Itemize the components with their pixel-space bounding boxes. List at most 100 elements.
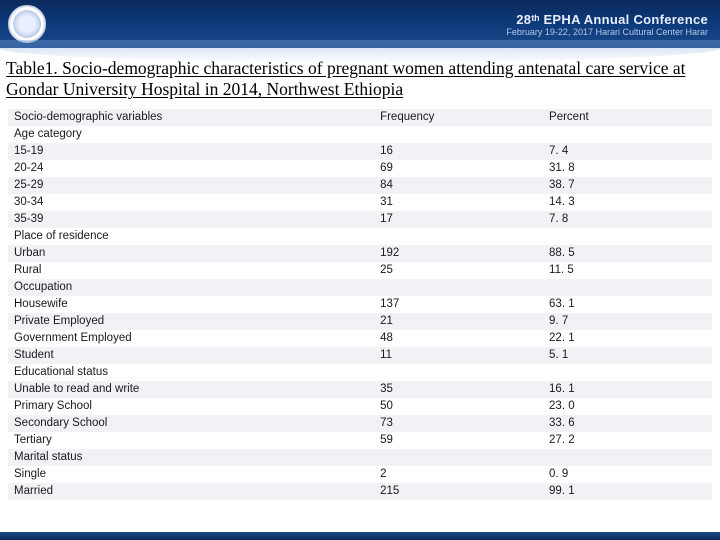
cell-frequency <box>374 228 543 245</box>
data-row: Housewife13763. 1 <box>8 296 712 313</box>
cell-percent: 33. 6 <box>543 415 712 432</box>
demographics-table-wrap: Socio-demographic variablesFrequencyPerc… <box>0 105 720 500</box>
cell-percent <box>543 279 712 296</box>
cell-label: Urban <box>8 245 374 262</box>
data-row: Student115. 1 <box>8 347 712 364</box>
conference-text: 28ᵗʰ EPHA Annual Conference February 19-… <box>506 12 708 37</box>
data-row: 35-39177. 8 <box>8 211 712 228</box>
cell-percent: 27. 2 <box>543 432 712 449</box>
cell-frequency: 50 <box>374 398 543 415</box>
section-heading-row: Age category <box>8 126 712 143</box>
section-heading-row: Place of residence <box>8 228 712 245</box>
cell-label: Place of residence <box>8 228 374 245</box>
cell-frequency <box>374 126 543 143</box>
cell-label: Tertiary <box>8 432 374 449</box>
table-caption: Table1. Socio-demographic characteristic… <box>0 48 720 105</box>
cell-label: 30-34 <box>8 194 374 211</box>
cell-percent <box>543 126 712 143</box>
cell-label: 35-39 <box>8 211 374 228</box>
cell-frequency: 16 <box>374 143 543 160</box>
conference-title: 28ᵗʰ EPHA Annual Conference <box>506 12 708 27</box>
cell-label: Single <box>8 466 374 483</box>
cell-frequency: 11 <box>374 347 543 364</box>
cell-percent: Percent <box>543 109 712 126</box>
cell-frequency: 31 <box>374 194 543 211</box>
section-heading-row: Marital status <box>8 449 712 466</box>
cell-percent: 38. 7 <box>543 177 712 194</box>
cell-frequency: 59 <box>374 432 543 449</box>
cell-frequency: 48 <box>374 330 543 347</box>
cell-percent: 16. 1 <box>543 381 712 398</box>
cell-percent: 5. 1 <box>543 347 712 364</box>
cell-percent: 99. 1 <box>543 483 712 500</box>
data-row: Rural2511. 5 <box>8 262 712 279</box>
data-row: Single20. 9 <box>8 466 712 483</box>
cell-frequency <box>374 364 543 381</box>
data-row: Government Employed4822. 1 <box>8 330 712 347</box>
cell-frequency: 21 <box>374 313 543 330</box>
cell-label: Government Employed <box>8 330 374 347</box>
cell-percent <box>543 449 712 466</box>
cell-percent: 23. 0 <box>543 398 712 415</box>
cell-percent: 88. 5 <box>543 245 712 262</box>
section-heading-row: Occupation <box>8 279 712 296</box>
cell-frequency: 17 <box>374 211 543 228</box>
logo-inner-icon <box>13 10 41 38</box>
cell-percent: 7. 8 <box>543 211 712 228</box>
cell-frequency: 2 <box>374 466 543 483</box>
section-heading-row: Educational status <box>8 364 712 381</box>
cell-frequency: 192 <box>374 245 543 262</box>
cell-label: Married <box>8 483 374 500</box>
cell-percent: 9. 7 <box>543 313 712 330</box>
cell-label: Student <box>8 347 374 364</box>
cell-label: Socio-demographic variables <box>8 109 374 126</box>
footer-bar <box>0 532 720 540</box>
cell-frequency: 69 <box>374 160 543 177</box>
demographics-table: Socio-demographic variablesFrequencyPerc… <box>8 109 712 500</box>
cell-percent: 14. 3 <box>543 194 712 211</box>
data-row: Married21599. 1 <box>8 483 712 500</box>
cell-label: 25-29 <box>8 177 374 194</box>
data-row: 30-343114. 3 <box>8 194 712 211</box>
data-row: Secondary School7333. 6 <box>8 415 712 432</box>
cell-frequency <box>374 449 543 466</box>
conference-header: 28ᵗʰ EPHA Annual Conference February 19-… <box>0 0 720 48</box>
cell-label: Educational status <box>8 364 374 381</box>
cell-percent: 63. 1 <box>543 296 712 313</box>
cell-percent: 22. 1 <box>543 330 712 347</box>
data-row: Private Employed219. 7 <box>8 313 712 330</box>
cell-label: Primary School <box>8 398 374 415</box>
cell-frequency: 25 <box>374 262 543 279</box>
cell-label: Age category <box>8 126 374 143</box>
epha-logo <box>8 5 46 43</box>
data-row: 15-19167. 4 <box>8 143 712 160</box>
cell-percent: 11. 5 <box>543 262 712 279</box>
cell-label: Unable to read and write <box>8 381 374 398</box>
data-row: 25-298438. 7 <box>8 177 712 194</box>
cell-frequency: 35 <box>374 381 543 398</box>
cell-percent: 0. 9 <box>543 466 712 483</box>
data-row: Tertiary5927. 2 <box>8 432 712 449</box>
cell-label: Secondary School <box>8 415 374 432</box>
cell-frequency <box>374 279 543 296</box>
cell-frequency: Frequency <box>374 109 543 126</box>
cell-percent: 7. 4 <box>543 143 712 160</box>
cell-percent <box>543 364 712 381</box>
table-header-row: Socio-demographic variablesFrequencyPerc… <box>8 109 712 126</box>
cell-percent <box>543 228 712 245</box>
cell-label: Occupation <box>8 279 374 296</box>
cell-label: Rural <box>8 262 374 279</box>
conference-subtitle: February 19-22, 2017 Harari Cultural Cen… <box>506 27 708 37</box>
cell-percent: 31. 8 <box>543 160 712 177</box>
cell-label: 15-19 <box>8 143 374 160</box>
cell-frequency: 137 <box>374 296 543 313</box>
cell-label: Marital status <box>8 449 374 466</box>
cell-frequency: 73 <box>374 415 543 432</box>
data-row: 20-246931. 8 <box>8 160 712 177</box>
cell-label: Private Employed <box>8 313 374 330</box>
data-row: Unable to read and write3516. 1 <box>8 381 712 398</box>
data-row: Primary School5023. 0 <box>8 398 712 415</box>
cell-label: 20-24 <box>8 160 374 177</box>
cell-frequency: 215 <box>374 483 543 500</box>
data-row: Urban19288. 5 <box>8 245 712 262</box>
